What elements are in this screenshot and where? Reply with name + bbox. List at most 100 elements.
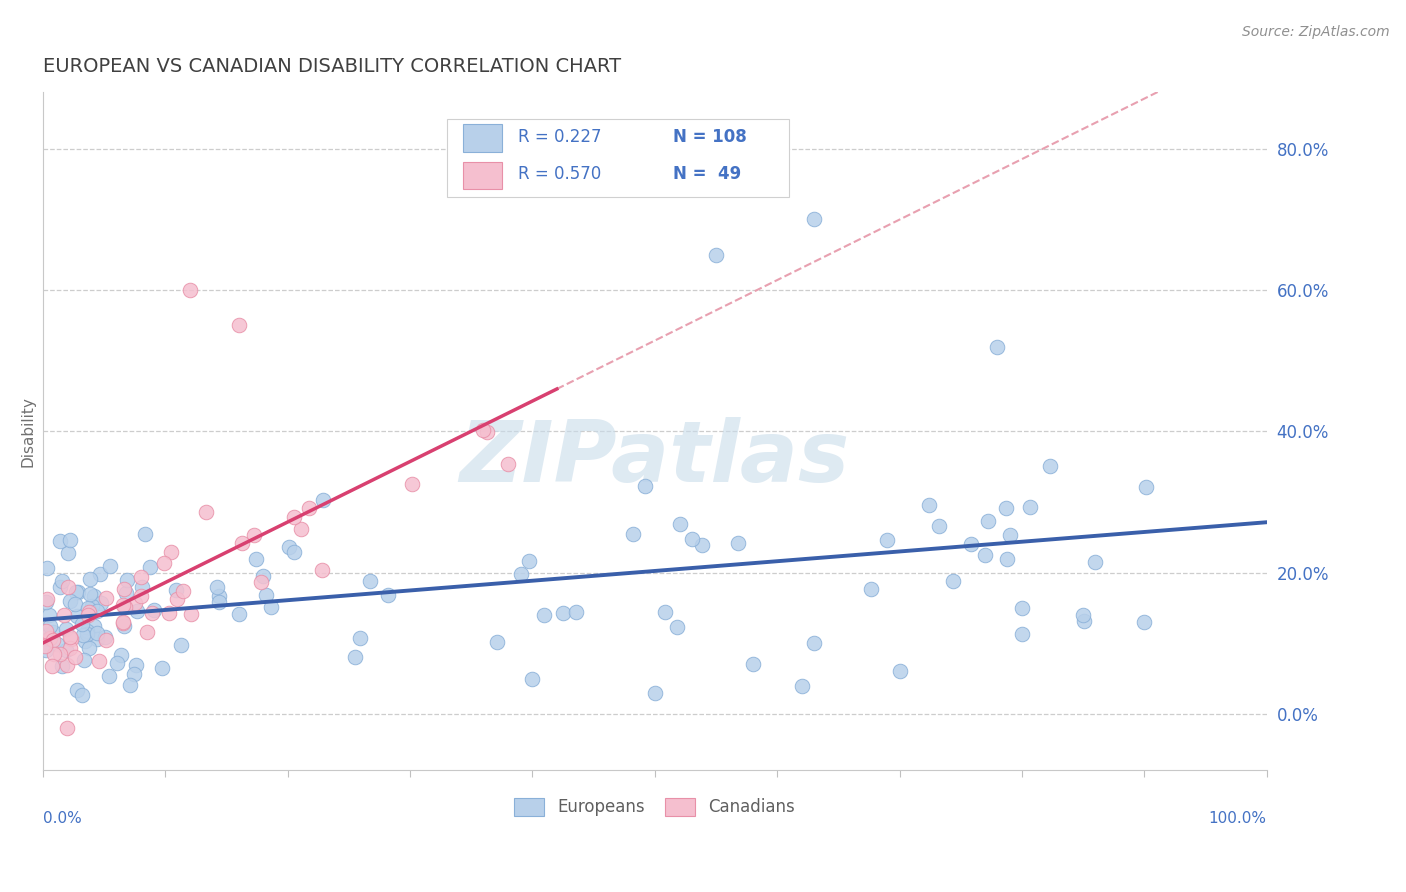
Point (165, 583, 187, 598)
Point (86, 632, 108, 646)
Point (1011, 627, 1033, 641)
Text: ZIPatlas: ZIPatlas (460, 417, 849, 500)
Point (51, 574, 73, 589)
Point (995, 552, 1018, 566)
Point (231, 536, 253, 550)
Point (98, 558, 121, 573)
Point (359, 574, 381, 588)
FancyBboxPatch shape (447, 120, 789, 197)
Point (59, 640, 82, 655)
Text: 100.0%: 100.0% (1209, 811, 1267, 826)
Point (90, 596, 112, 610)
Point (522, 672, 544, 686)
Point (70, 688, 93, 702)
Point (41, 659, 63, 673)
Point (120, 678, 142, 692)
Point (42, 625, 65, 640)
Point (208, 589, 231, 603)
Point (105, 656, 128, 670)
Point (55, 643, 77, 657)
Text: 0.0%: 0.0% (42, 811, 82, 826)
Point (803, 635, 825, 649)
Point (250, 574, 273, 589)
Point (38, 608, 60, 623)
Point (89, 567, 111, 582)
Point (803, 212, 825, 227)
Point (34, 639, 56, 653)
Point (551, 607, 574, 621)
Point (48, 580, 70, 594)
Point (245, 551, 267, 566)
Point (195, 505, 218, 519)
Point (70, 616, 93, 631)
Point (172, 584, 194, 599)
Point (668, 516, 690, 531)
Point (401, 476, 423, 491)
Point (112, 615, 135, 630)
Point (471, 423, 494, 437)
Point (39, 631, 62, 645)
Point (157, 607, 180, 621)
Point (122, 666, 145, 681)
Point (681, 532, 703, 546)
Point (960, 537, 983, 551)
Point (112, 582, 135, 597)
Point (42, 648, 65, 662)
Point (72, 628, 94, 642)
Point (1039, 459, 1062, 474)
Point (889, 665, 911, 679)
Point (644, 686, 666, 700)
Legend: Europeans, Canadians: Europeans, Canadians (508, 791, 801, 823)
Point (82, 599, 104, 613)
Point (79, 572, 101, 586)
Point (283, 510, 305, 524)
Point (790, 679, 813, 693)
Point (254, 588, 277, 602)
Point (690, 538, 713, 552)
Point (56, 546, 79, 560)
Point (283, 545, 305, 559)
Point (475, 425, 498, 439)
Point (37, 632, 59, 646)
Point (1135, 480, 1157, 494)
Text: Source: ZipAtlas.com: Source: ZipAtlas.com (1241, 25, 1389, 39)
Point (166, 592, 188, 607)
Point (135, 624, 157, 639)
Point (66, 608, 89, 623)
Point (59, 594, 82, 608)
Point (53, 607, 76, 622)
Point (228, 318, 250, 333)
Point (97, 669, 120, 683)
Point (260, 600, 283, 615)
Point (621, 526, 644, 541)
Point (129, 570, 152, 584)
Text: R = 0.227: R = 0.227 (517, 128, 602, 145)
Point (205, 580, 228, 594)
Point (86, 604, 108, 618)
Point (153, 556, 176, 570)
FancyBboxPatch shape (463, 161, 502, 189)
Point (565, 605, 588, 619)
Point (1019, 500, 1042, 514)
Text: EUROPEAN VS CANADIAN DISABILITY CORRELATION CHART: EUROPEAN VS CANADIAN DISABILITY CORRELAT… (42, 56, 621, 76)
Point (509, 566, 531, 581)
Point (59, 533, 82, 548)
Point (56, 580, 79, 594)
Text: N = 108: N = 108 (673, 128, 747, 145)
Point (66, 683, 89, 698)
Point (87, 654, 110, 668)
Point (35, 561, 58, 575)
Point (35, 595, 58, 609)
Point (298, 501, 321, 516)
Point (312, 492, 335, 507)
Point (311, 563, 333, 577)
Point (170, 638, 193, 652)
Point (666, 620, 689, 634)
Y-axis label: Disability: Disability (21, 396, 35, 467)
Point (86, 626, 108, 640)
Point (111, 615, 134, 629)
Point (243, 528, 266, 542)
Point (654, 605, 676, 619)
Point (131, 589, 153, 603)
Point (63, 597, 86, 611)
